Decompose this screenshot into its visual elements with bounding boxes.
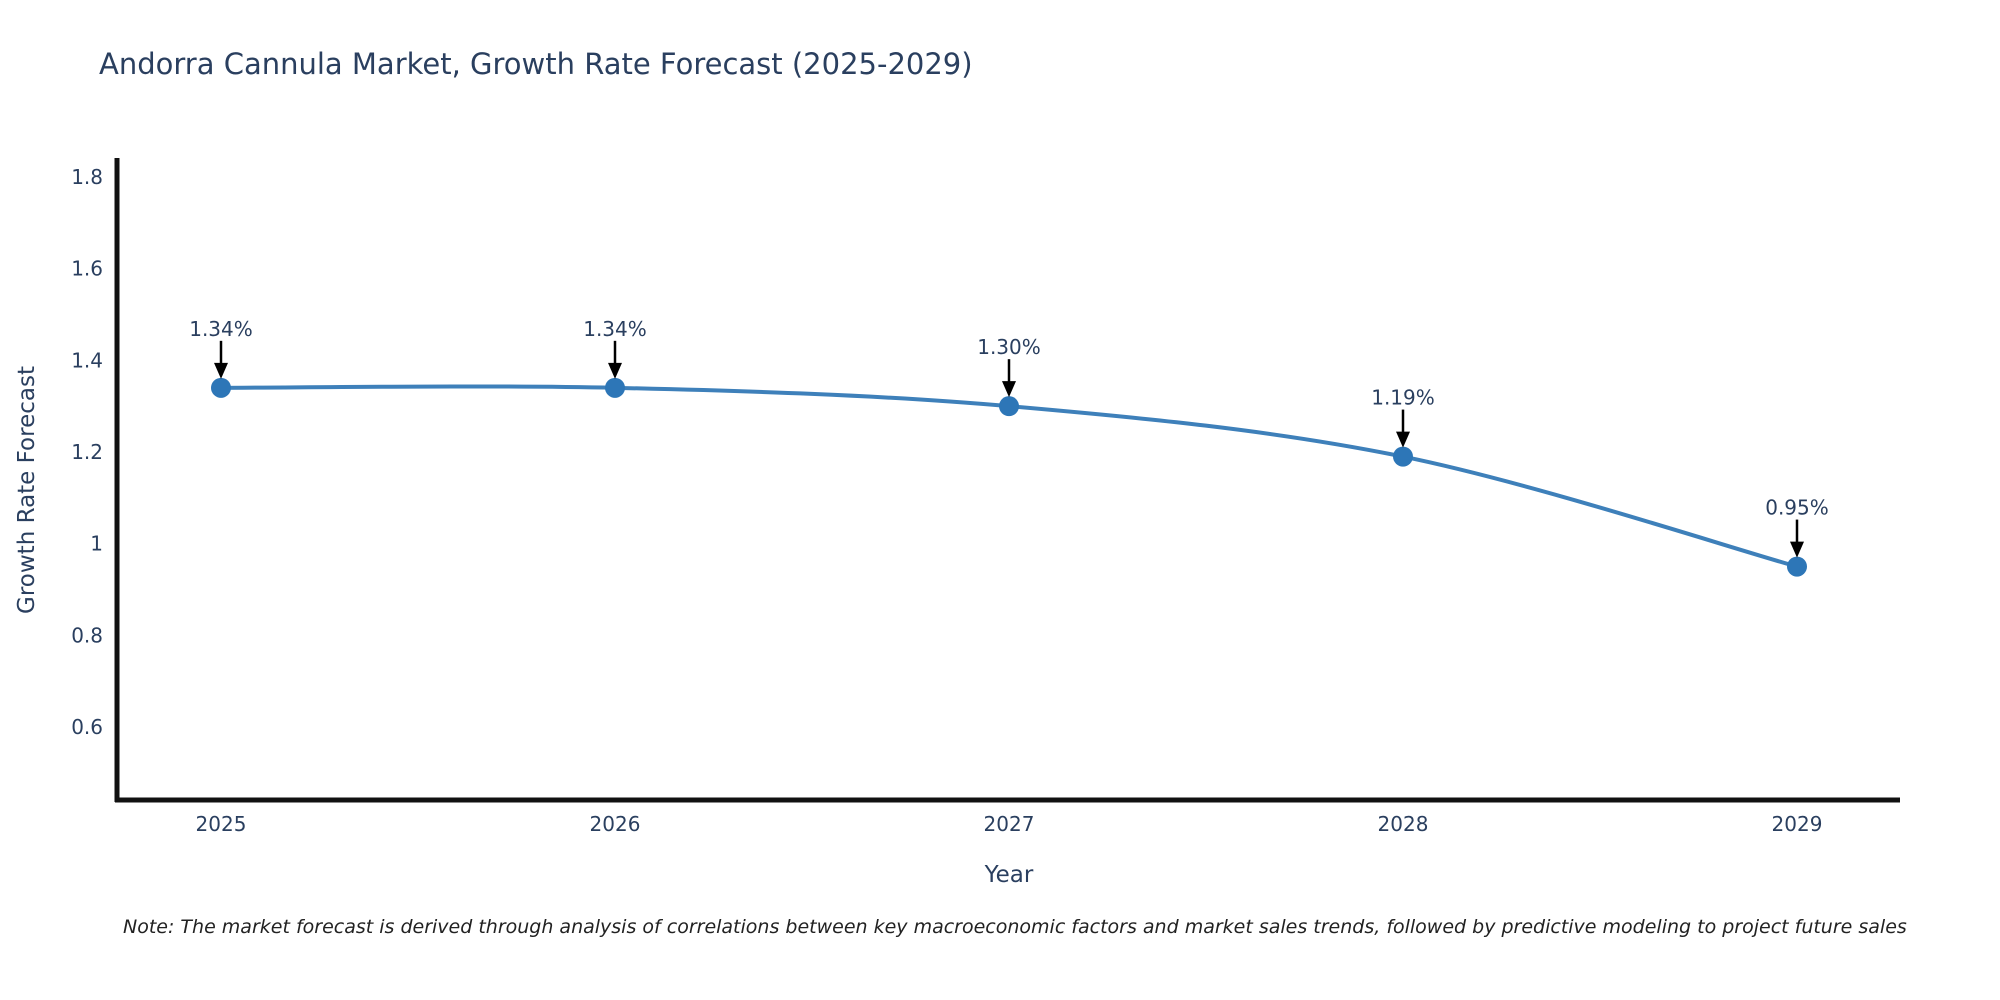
x-tick-label: 2029 [1772, 812, 1823, 836]
annotation-label: 0.95% [1765, 496, 1829, 520]
annotation-label: 1.19% [1371, 386, 1435, 410]
x-axis-title: Year [984, 862, 1034, 888]
annotation-arrowhead [1002, 381, 1016, 398]
annotation-arrowhead [214, 362, 228, 379]
data-point-marker[interactable] [1393, 446, 1413, 467]
footnote-text: Note: The market forecast is derived thr… [123, 916, 1907, 938]
annotation-arrowhead [1396, 431, 1410, 448]
y-tick-label: 1 [90, 532, 103, 556]
annotation-label: 1.34% [583, 317, 647, 341]
x-tick-label: 2027 [984, 812, 1035, 836]
y-tick-label: 1.4 [71, 348, 103, 372]
annotation-arrowhead [1790, 541, 1804, 558]
annotation-arrowhead [608, 362, 622, 379]
data-point-marker[interactable] [999, 396, 1019, 417]
y-tick-label: 0.8 [71, 623, 103, 647]
x-tick-label: 2026 [590, 812, 641, 836]
y-axis-title: Growth Rate Forecast [14, 366, 40, 614]
annotation-label: 1.34% [189, 317, 253, 341]
x-tick-label: 2028 [1378, 812, 1429, 836]
annotation-label: 1.30% [977, 335, 1041, 359]
y-tick-label: 1.6 [71, 257, 103, 281]
data-point-marker[interactable] [605, 377, 625, 398]
y-tick-label: 1.2 [71, 440, 103, 464]
y-tick-label: 1.8 [71, 165, 103, 189]
y-tick-label: 0.6 [71, 715, 103, 739]
data-point-marker[interactable] [1787, 556, 1807, 577]
data-point-marker[interactable] [211, 377, 231, 398]
x-tick-label: 2025 [196, 812, 247, 836]
chart-title: Andorra Cannula Market, Growth Rate Fore… [99, 47, 973, 81]
